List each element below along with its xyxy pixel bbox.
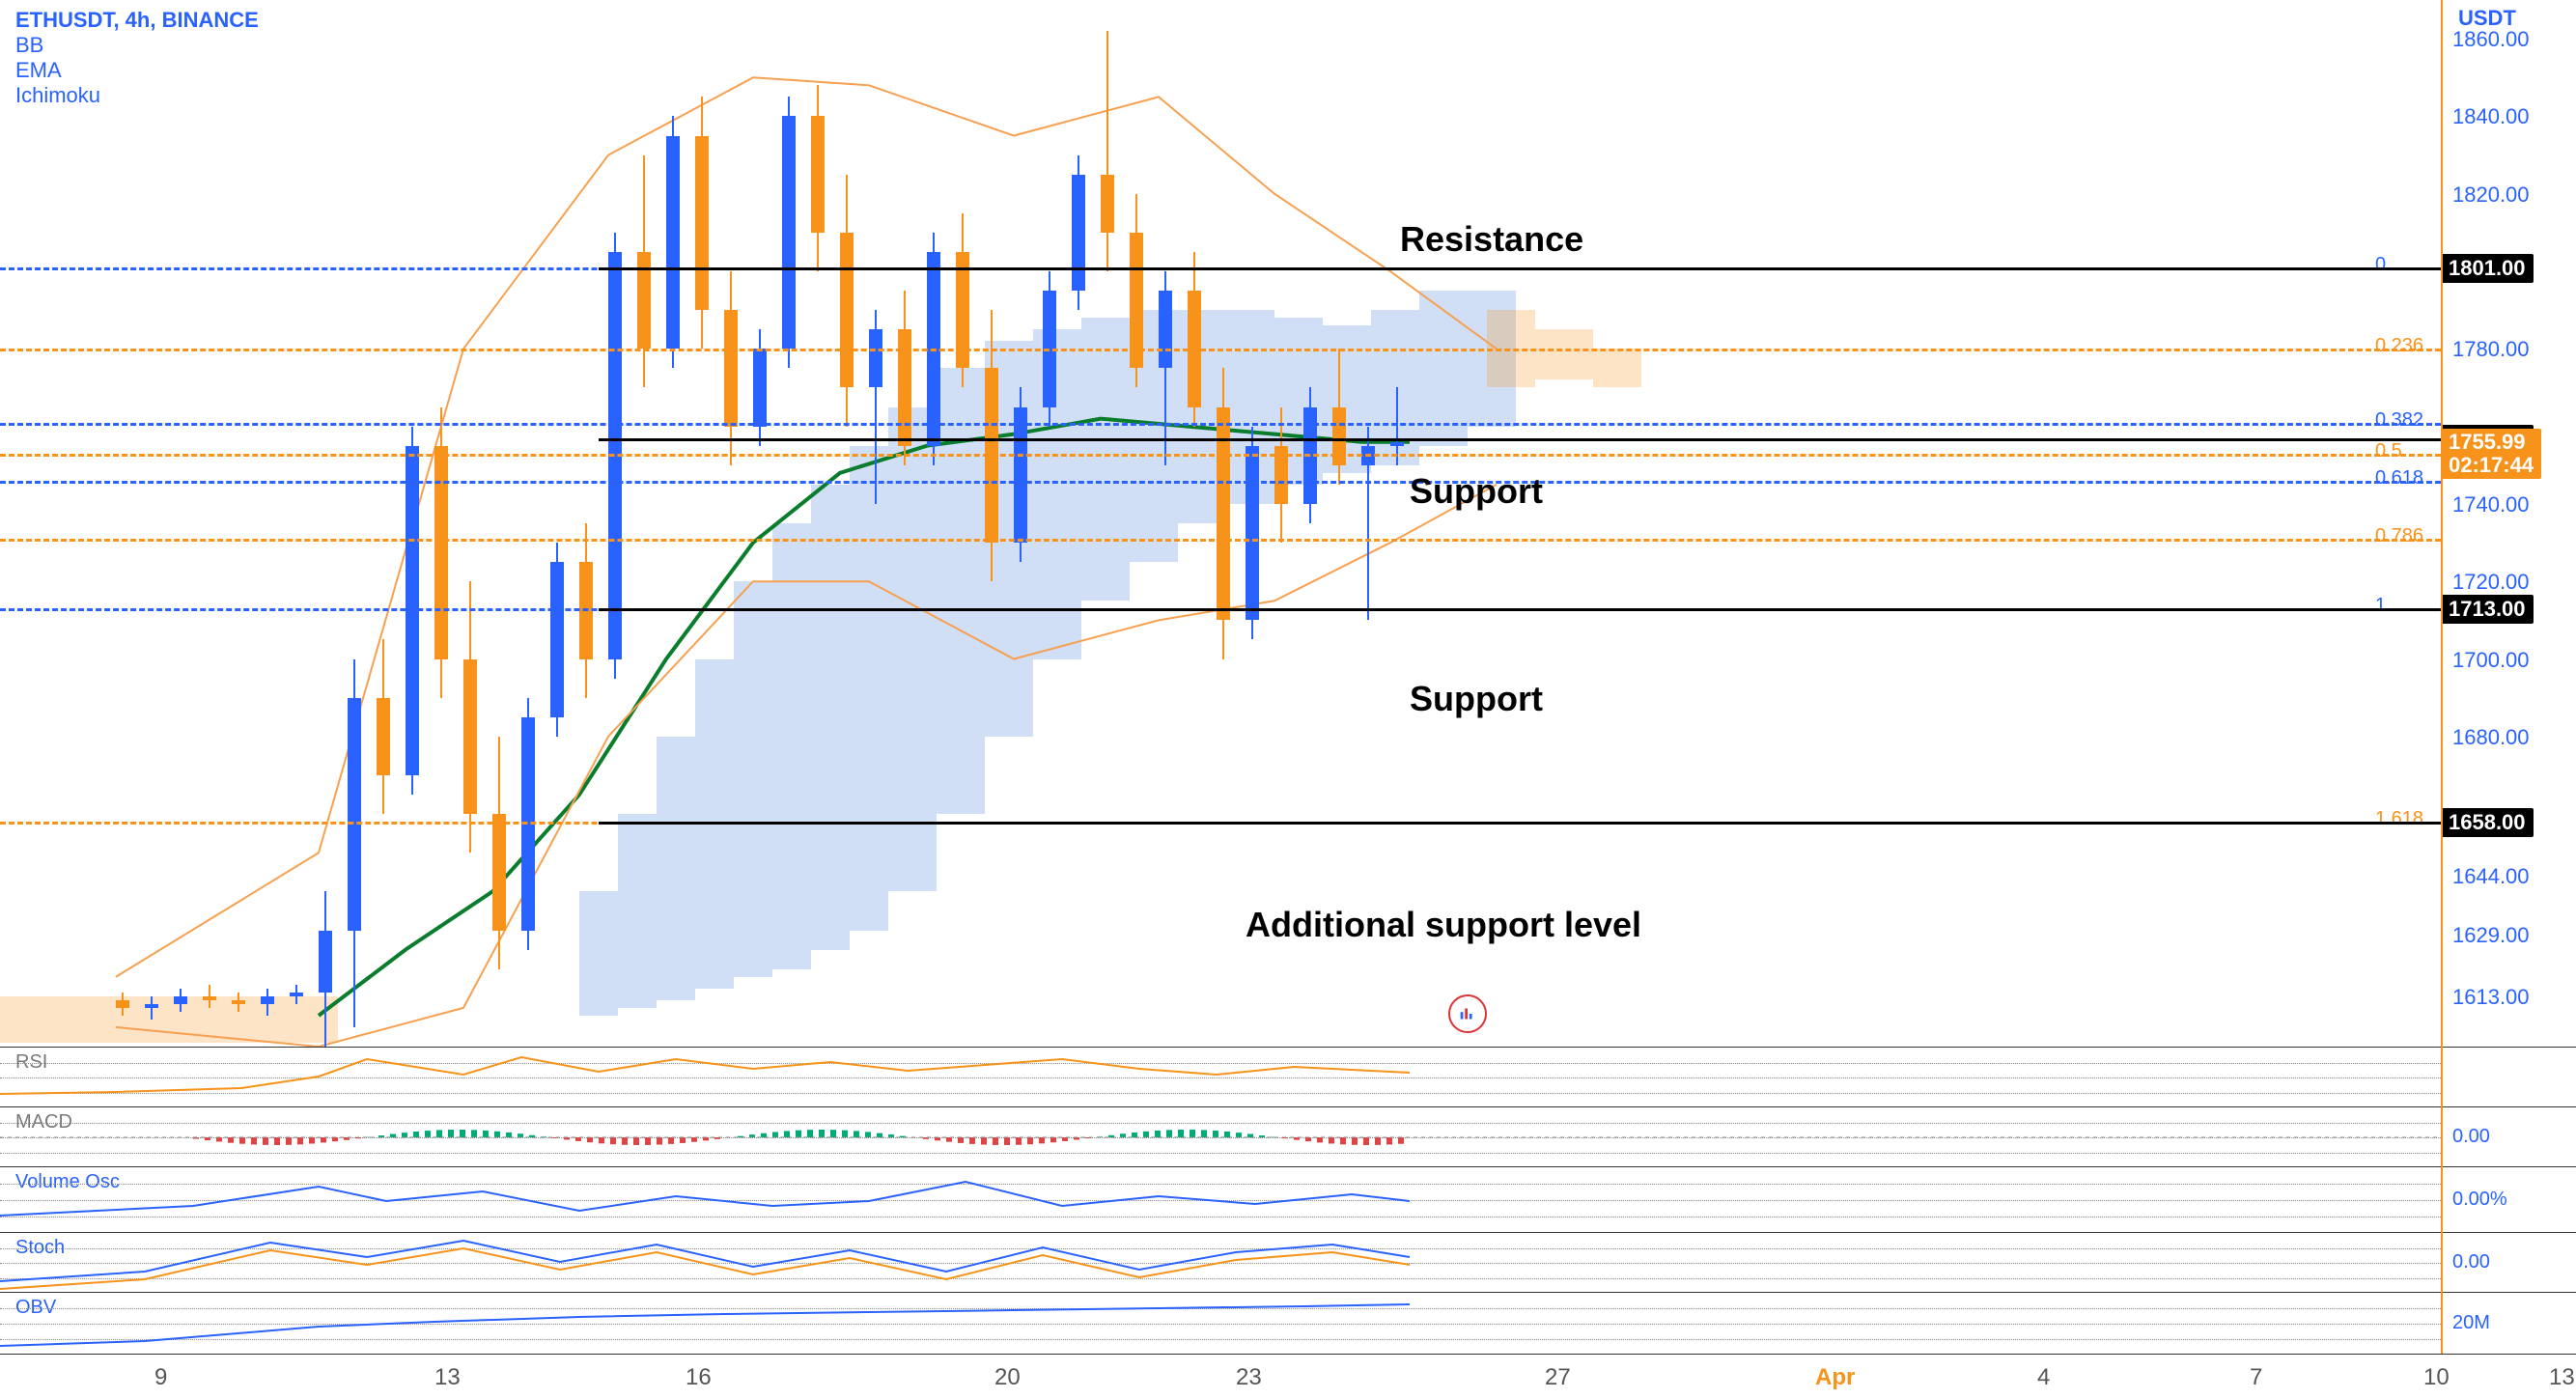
price-tag: 1713.00 — [2441, 595, 2534, 624]
fib-ratio-label: 0.382 — [2375, 409, 2423, 432]
current-price-value: 1755.99 — [2449, 431, 2534, 454]
fib-ratio-label: 0.618 — [2375, 467, 2423, 490]
time-tick: 13 — [434, 1364, 461, 1391]
time-tick: 7 — [2250, 1364, 2262, 1391]
countdown: 02:17:44 — [2449, 454, 2534, 477]
fib-ratio-label: 0.786 — [2375, 525, 2423, 547]
sub-zero: 20M — [2452, 1312, 2490, 1334]
sr-label: Support — [1410, 471, 1543, 512]
logo-icon — [1448, 994, 1487, 1033]
time-tick: 13 — [2549, 1364, 2575, 1391]
time-tick: 27 — [1545, 1364, 1571, 1391]
sr-line — [599, 267, 2441, 270]
axis-divider — [2441, 0, 2443, 1354]
fib-line — [0, 349, 2441, 351]
sr-label: Support — [1410, 679, 1543, 719]
sr-label: Resistance — [1400, 219, 1583, 260]
sub-plot — [0, 1233, 2441, 1293]
fib-ratio-label: 0.5 — [2375, 440, 2402, 462]
current-price-tag: 1755.9902:17:44 — [2441, 429, 2541, 479]
indicator-bb[interactable]: BB — [15, 33, 259, 58]
time-tick: 16 — [686, 1364, 712, 1391]
time-tick: Apr — [1815, 1364, 1855, 1391]
fib-line — [0, 539, 2441, 542]
time-tick: 20 — [994, 1364, 1021, 1391]
price-tick: 1820.00 — [2452, 182, 2530, 208]
fib-line — [0, 423, 2441, 426]
fib-line — [0, 454, 2441, 457]
price-tick: 1720.00 — [2452, 570, 2530, 595]
fib-ratio-label: 0 — [2375, 254, 2386, 276]
sub-zero: 0.00% — [2452, 1189, 2507, 1211]
time-tick: 23 — [1236, 1364, 1262, 1391]
price-tick: 1629.00 — [2452, 923, 2530, 948]
price-tag: 1658.00 — [2441, 808, 2534, 837]
sub-plot — [0, 1107, 2441, 1167]
price-tick: 1680.00 — [2452, 725, 2530, 750]
sub-panel-stoch[interactable]: Stoch0.00 — [0, 1232, 2576, 1293]
sr-line — [599, 608, 2441, 611]
sub-plot — [0, 1293, 2441, 1355]
price-tag: 1801.00 — [2441, 254, 2534, 283]
time-tick: 9 — [154, 1364, 167, 1391]
fib-ratio-label: 0.236 — [2375, 335, 2423, 357]
time-axis[interactable]: 9 13 16 20 23 27 Apr 4 7 10 13 — [0, 1354, 2576, 1399]
fib-ratio-label: 1 — [2375, 595, 2386, 617]
time-tick: 10 — [2423, 1364, 2450, 1391]
sr-line — [599, 822, 2441, 825]
sub-plot — [0, 1167, 2441, 1233]
sub-panel-obv[interactable]: OBV20M — [0, 1292, 2576, 1355]
indicator-ema[interactable]: EMA — [15, 58, 259, 83]
chart-header: ETHUSDT, 4h, BINANCE BB EMA Ichimoku — [15, 8, 259, 108]
indicator-ichimoku[interactable]: Ichimoku — [15, 83, 259, 108]
price-tick: 1740.00 — [2452, 492, 2530, 518]
sr-label: Additional support level — [1246, 905, 1641, 945]
bb-upper-line — [116, 77, 1497, 976]
price-tick: 1860.00 — [2452, 27, 2530, 52]
sub-plot — [0, 1048, 2441, 1107]
price-tick: 1840.00 — [2452, 104, 2530, 129]
sub-zero: 0.00 — [2452, 1126, 2490, 1148]
sub-panel-volume-osc[interactable]: Volume Osc0.00% — [0, 1166, 2576, 1233]
fib-line — [0, 481, 2441, 484]
sr-line — [599, 438, 2441, 441]
price-tick: 1644.00 — [2452, 864, 2530, 889]
price-tick: 1613.00 — [2452, 985, 2530, 1010]
fib-ratio-label: 1.618 — [2375, 808, 2423, 830]
price-axis[interactable]: USDT 1860.001840.001820.001780.001740.00… — [2441, 0, 2576, 1047]
main-chart[interactable]: 0 0.236 0.382 0.5 0.618 0.786 1 1.618 Resistanc… — [0, 0, 2443, 1047]
symbol-label[interactable]: ETHUSDT, 4h, BINANCE — [15, 8, 259, 32]
sub-panel-macd[interactable]: MACD0.00 — [0, 1106, 2576, 1167]
price-tick: 1700.00 — [2452, 648, 2530, 673]
time-tick: 4 — [2037, 1364, 2050, 1391]
price-tick: 1780.00 — [2452, 337, 2530, 362]
sub-panel-rsi[interactable]: RSI — [0, 1047, 2576, 1107]
sub-zero: 0.00 — [2452, 1251, 2490, 1273]
